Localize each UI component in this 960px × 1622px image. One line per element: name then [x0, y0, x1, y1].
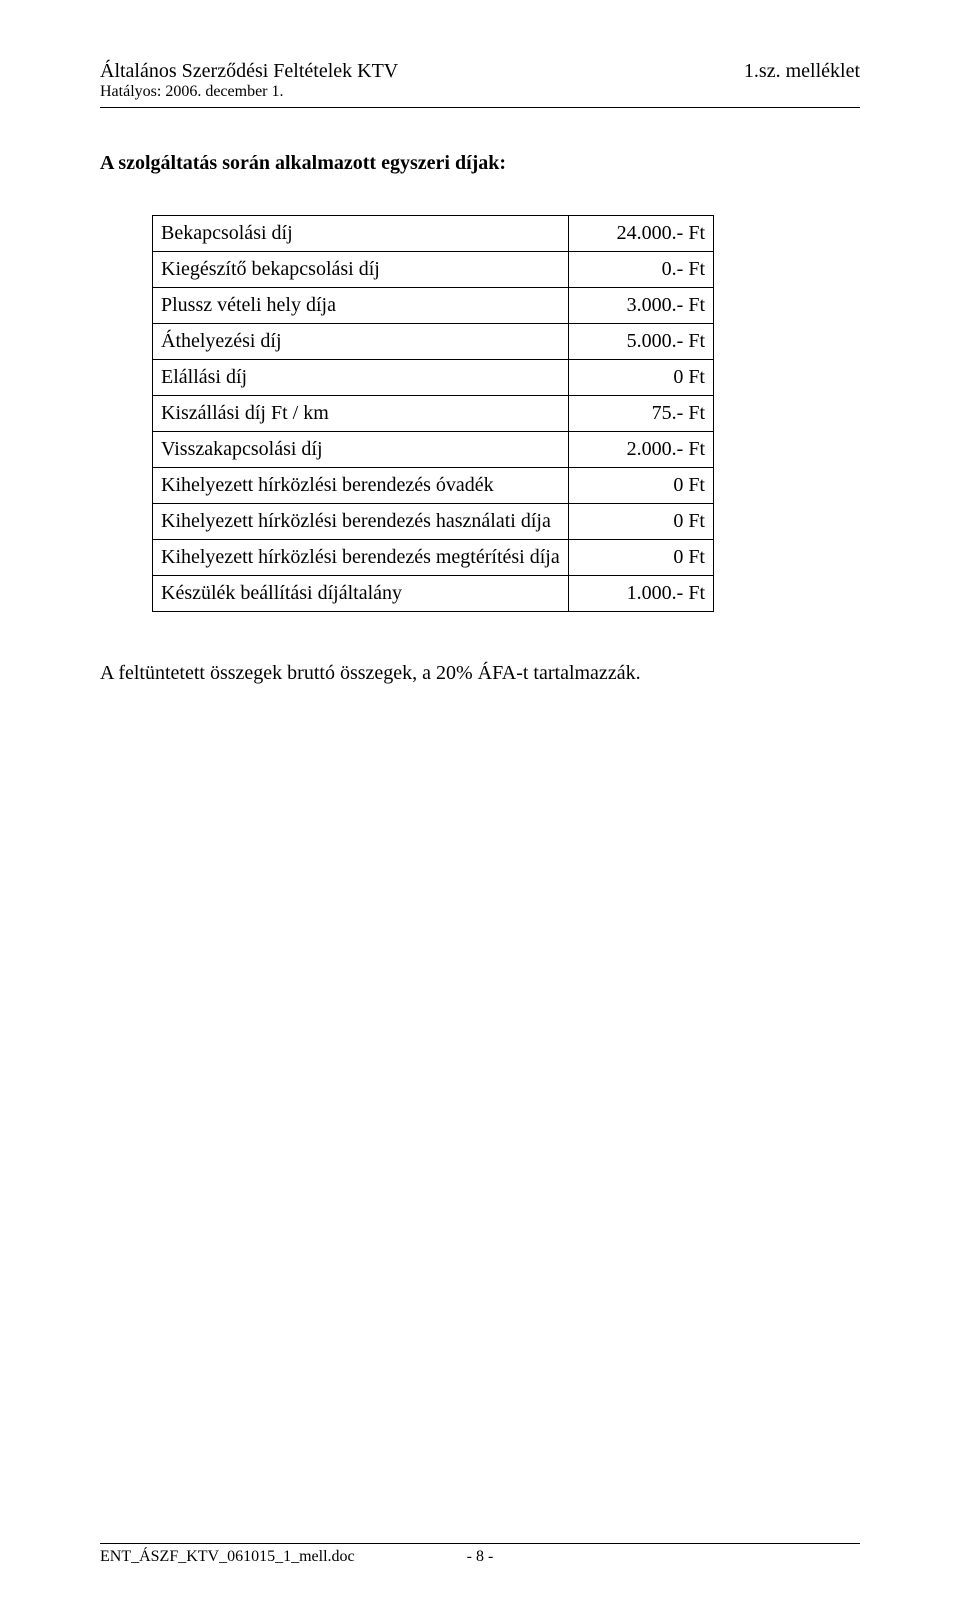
fee-label: Áthelyezési díj	[153, 324, 569, 360]
fee-value: 0.- Ft	[569, 252, 714, 288]
footer-filename: ENT_ÁSZF_KTV_061015_1_mell.doc	[100, 1548, 355, 1566]
fee-value: 0 Ft	[569, 540, 714, 576]
table-row: Visszakapcsolási díj 2.000.- Ft	[153, 432, 714, 468]
table-row: Plussz vételi hely díja 3.000.- Ft	[153, 288, 714, 324]
header-title-right: 1.sz. melléklet	[744, 60, 860, 83]
table-row: Kihelyezett hírközlési berendezés megtér…	[153, 540, 714, 576]
header-divider	[100, 107, 860, 108]
vat-note: A feltüntetett összegek bruttó összegek,…	[100, 662, 860, 685]
fee-label: Kihelyezett hírközlési berendezés haszná…	[153, 504, 569, 540]
table-row: Készülék beállítási díjáltalány 1.000.- …	[153, 576, 714, 612]
header-subtitle: Hatályos: 2006. december 1.	[100, 83, 398, 101]
fee-label: Kihelyezett hírközlési berendezés óvadék	[153, 468, 569, 504]
fee-label: Bekapcsolási díj	[153, 216, 569, 252]
fee-label: Kihelyezett hírközlési berendezés megtér…	[153, 540, 569, 576]
table-row: Kihelyezett hírközlési berendezés óvadék…	[153, 468, 714, 504]
fee-label: Kiegészítő bekapcsolási díj	[153, 252, 569, 288]
table-row: Bekapcsolási díj 24.000.- Ft	[153, 216, 714, 252]
fee-value: 2.000.- Ft	[569, 432, 714, 468]
table-row: Elállási díj 0 Ft	[153, 360, 714, 396]
footer-page-number: - 8 -	[467, 1548, 494, 1566]
section-title: A szolgáltatás során alkalmazott egyszer…	[100, 152, 860, 175]
fee-value: 5.000.- Ft	[569, 324, 714, 360]
fee-value: 24.000.- Ft	[569, 216, 714, 252]
footer-divider	[100, 1543, 860, 1544]
fee-value: 3.000.- Ft	[569, 288, 714, 324]
fee-value: 0 Ft	[569, 468, 714, 504]
fees-table: Bekapcsolási díj 24.000.- Ft Kiegészítő …	[152, 215, 714, 612]
header-title-left: Általános Szerződési Feltételek KTV	[100, 60, 398, 83]
fee-value: 1.000.- Ft	[569, 576, 714, 612]
page: Általános Szerződési Feltételek KTV Hatá…	[0, 0, 960, 1622]
page-footer: ENT_ÁSZF_KTV_061015_1_mell.doc - 8 -	[100, 1543, 860, 1566]
footer-row: ENT_ÁSZF_KTV_061015_1_mell.doc - 8 -	[100, 1548, 860, 1566]
table-row: Kihelyezett hírközlési berendezés haszná…	[153, 504, 714, 540]
table-row: Kiszállási díj Ft / km 75.- Ft	[153, 396, 714, 432]
page-header: Általános Szerződési Feltételek KTV Hatá…	[100, 60, 860, 101]
fee-label: Készülék beállítási díjáltalány	[153, 576, 569, 612]
table-row: Áthelyezési díj 5.000.- Ft	[153, 324, 714, 360]
fee-label: Visszakapcsolási díj	[153, 432, 569, 468]
header-left: Általános Szerződési Feltételek KTV Hatá…	[100, 60, 398, 101]
fee-label: Plussz vételi hely díja	[153, 288, 569, 324]
fee-label: Elállási díj	[153, 360, 569, 396]
fee-value: 0 Ft	[569, 360, 714, 396]
table-row: Kiegészítő bekapcsolási díj 0.- Ft	[153, 252, 714, 288]
fee-value: 75.- Ft	[569, 396, 714, 432]
fee-label: Kiszállási díj Ft / km	[153, 396, 569, 432]
fee-value: 0 Ft	[569, 504, 714, 540]
